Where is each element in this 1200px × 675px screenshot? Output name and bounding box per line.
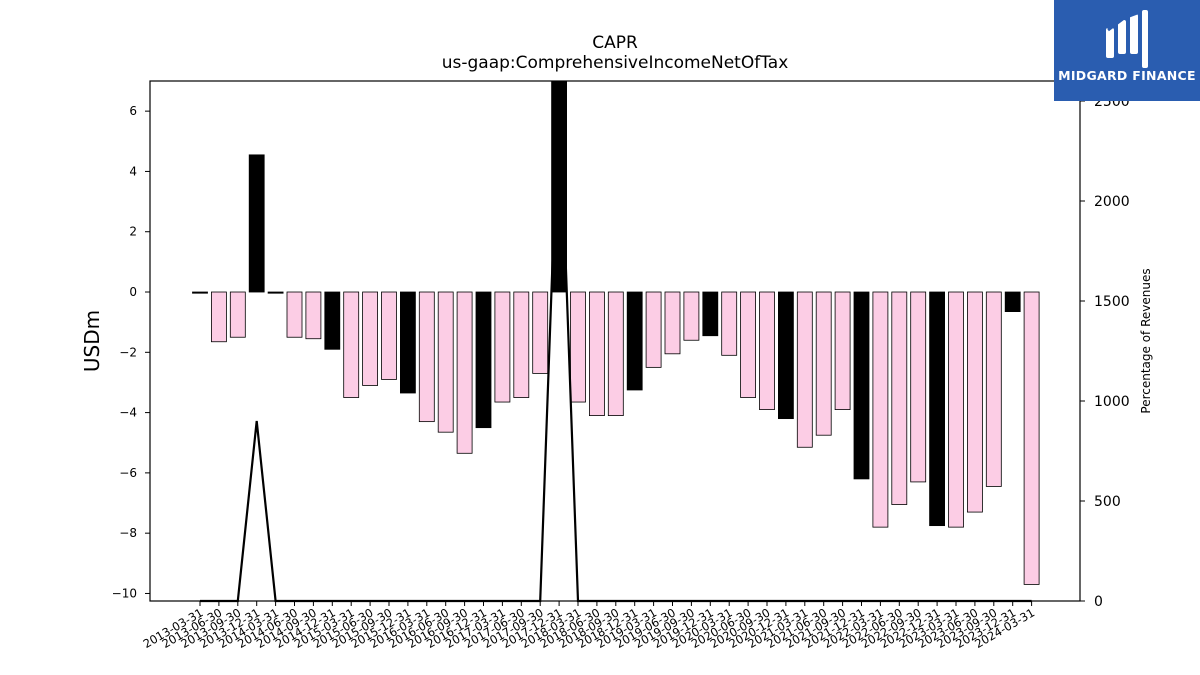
- bar: [740, 291, 756, 398]
- chart-subtitle: us-gaap:ComprehensiveIncomeNetOfTax: [442, 53, 789, 73]
- bar: [607, 291, 624, 417]
- bar: [985, 291, 1002, 487]
- y-tick-label: 0: [129, 285, 137, 299]
- bar: [362, 291, 379, 386]
- chart-title: CAPR: [592, 33, 638, 53]
- y-axis-label-right: Percentage of Revenues: [1139, 268, 1153, 413]
- bar: [683, 291, 700, 341]
- bar: [929, 291, 945, 527]
- bar: [248, 154, 265, 293]
- bar: [210, 291, 227, 343]
- bar: [286, 291, 303, 338]
- bar: [815, 291, 832, 436]
- bar: [702, 291, 719, 337]
- logo: MIDGARD FINANCE: [1054, 0, 1200, 101]
- logo-text: MIDGARD FINANCE: [1058, 68, 1196, 83]
- bar: [551, 80, 567, 293]
- bar: [305, 291, 322, 340]
- bar: [1004, 291, 1021, 313]
- bar: [494, 291, 511, 403]
- bar: [759, 291, 775, 410]
- bar: [589, 291, 605, 417]
- y-right-tick-label: 1500: [1094, 294, 1130, 310]
- bar: [324, 291, 341, 350]
- bar: [418, 291, 435, 423]
- bar: [778, 291, 794, 420]
- y-tick-label: −2: [119, 345, 137, 359]
- bar: [834, 291, 851, 410]
- bar: [343, 291, 360, 398]
- bar: [267, 291, 284, 294]
- bar: [910, 291, 927, 483]
- y-tick-label: −6: [119, 466, 137, 480]
- y-right-tick-label: 1000: [1094, 394, 1130, 410]
- y-right-tick-label: 500: [1094, 494, 1121, 510]
- bar: [948, 291, 964, 528]
- bar: [891, 291, 908, 505]
- bar: [664, 291, 681, 355]
- y-right-tick-label: 2000: [1094, 194, 1130, 210]
- bar: [532, 291, 549, 374]
- bar: [456, 291, 473, 454]
- bar: [721, 291, 738, 356]
- plot-frame: [149, 80, 1081, 602]
- y-tick-label: 2: [129, 225, 137, 239]
- bar: [853, 291, 870, 480]
- bar: [626, 291, 643, 391]
- y-tick-label: −4: [119, 406, 137, 420]
- bar: [1023, 291, 1040, 585]
- bar: [645, 291, 662, 368]
- bar: [475, 291, 492, 429]
- midgard-logo-icon: [1106, 10, 1148, 68]
- y-axis-label-left: USDm: [80, 310, 104, 372]
- y-tick-label: −8: [119, 526, 137, 540]
- bar: [192, 291, 208, 294]
- y-tick-label: 4: [129, 164, 137, 178]
- y-tick-label: −10: [112, 586, 137, 600]
- bar: [872, 291, 889, 528]
- bar: [437, 291, 454, 433]
- bar: [796, 291, 813, 448]
- bar: [967, 291, 983, 513]
- bar: [570, 291, 586, 403]
- bar: [229, 291, 246, 338]
- y-tick-label: 6: [129, 104, 137, 118]
- bar: [399, 291, 416, 394]
- bar: [513, 291, 530, 398]
- bars-group: [192, 80, 1040, 585]
- y-right-tick-label: 0: [1094, 594, 1103, 610]
- bar: [381, 291, 397, 380]
